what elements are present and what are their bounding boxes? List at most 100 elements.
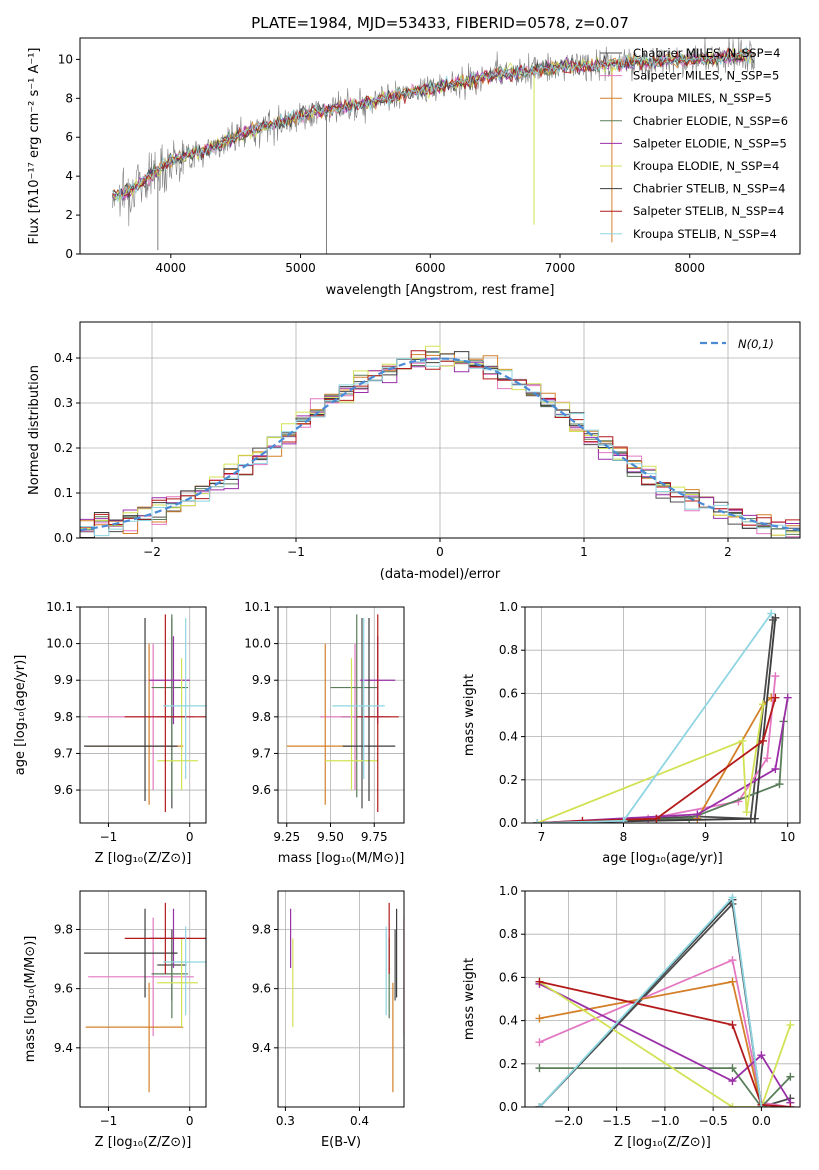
mass-vs-Z-axes: −1 0 9.4 9.6 9.8 Z [log₁₀(Z/Z⊙)] mass [log₁₀(M… [23,890,207,1150]
legend-entry: Kroupa MILES, N_SSP=5 [633,91,772,105]
legend-entry: Chabrier STELIB, N_SSP=4 [633,182,785,196]
x-tick-label: 0 [186,830,194,844]
y-axis-label: mass weight [462,958,477,1040]
x-tick-label: 8000 [674,261,705,275]
x-tick-label: 9 [702,830,710,844]
x-axis-label: Z [log₁₀(Z/Z⊙)] [95,1135,192,1150]
weight-marker [728,1077,737,1086]
y-tick-label: 9.6 [252,982,271,996]
y-tick-label: 0.4 [499,1014,518,1028]
y-tick-label: 0.6 [499,970,518,984]
y-tick-label: 9.9 [54,673,73,687]
weight-marker [533,819,542,823]
x-axis-label: Z [log₁₀(Z/Z⊙)] [95,851,192,866]
weight-marker [786,1103,795,1107]
age-vs-Z-axes: −1 0 9.6 9.7 9.8 9.9 10.0 10.1 Z [log₁₀(Z/Z⊙)] ag… [13,600,207,866]
weight-line [537,697,777,823]
model-spectrum [112,47,754,197]
y-tick-label: 0.2 [54,441,73,455]
y-tick-label: 4 [65,169,73,183]
weight-marker [759,736,768,745]
y-tick-label: 9.8 [54,710,73,724]
y-tick-label: 9.9 [252,673,271,687]
y-tick-label: 9.6 [54,982,73,996]
x-tick-label: 9.75 [361,830,388,844]
x-tick-label: −1 [100,1114,118,1128]
weight-marker [535,1064,544,1073]
weight-marker [728,1103,737,1107]
weight-marker [786,1020,795,1029]
chart-title: PLATE=1984, MJD=53433, FIBERID=0578, z=0… [251,14,629,32]
y-axis-label: mass weight [462,674,477,756]
weight-marker [728,1064,737,1073]
legend-entry: Chabrier ELODIE, N_SSP=6 [633,114,788,128]
legend-entry: Salpeter ELODIE, N_SSP=5 [633,136,787,150]
y-tick-label: 6 [65,130,73,144]
x-axis-label: mass [log₁₀(M/M⊙)] [278,851,405,866]
weight-marker [771,693,780,702]
y-axis-label: Flux [fλ10⁻¹⁷ erg cm⁻² s⁻¹ A⁻¹] [27,48,42,245]
y-tick-label: 10 [58,52,73,66]
weight-marker [693,810,702,819]
x-axis-label: Z [log₁₀(Z/Z⊙)] [614,1135,711,1150]
y-axis-label: age [log₁₀(age/yr)] [13,655,28,776]
weight-line [537,697,789,823]
x-tick-label: 7 [538,830,546,844]
legend-entry: Salpeter STELIB, N_SSP=4 [633,204,784,218]
weight-marker [757,1051,766,1060]
x-tick-label: 8 [620,830,628,844]
mass-weight-age-axes: 7 8 9 10 0.0 0.2 0.4 0.6 0.8 1.0 age [log₁₀(age/yr… [462,600,801,866]
y-tick-label: 8 [65,91,73,105]
x-tick-label: −1 [100,830,118,844]
plot-area [278,607,404,823]
y-tick-label: 9.8 [252,922,271,936]
x-tick-label: 2 [724,545,732,559]
axes-frame [277,606,405,824]
y-tick-label: 0.3 [54,396,73,410]
x-axis-label: wavelength [Angstrom, rest frame] [326,283,555,298]
y-axis-label: Normed distribution [27,365,42,495]
y-tick-label: 0.6 [499,686,518,700]
weight-marker [757,1103,766,1107]
y-tick-label: 10.1 [244,600,271,614]
weight-marker [771,765,780,773]
y-tick-label: 1.0 [499,884,518,898]
spectrum-axes: PLATE=1984, MJD=53433, FIBERID=0578, z=0… [27,14,801,298]
x-tick-label: −0.5 [699,1114,728,1128]
weight-marker [728,1020,737,1029]
x-tick-label: 0 [186,1114,194,1128]
plot-area [278,891,404,1107]
weight-line [536,704,764,823]
weight-marker [786,1072,795,1081]
y-tick-label: 9.8 [54,922,73,936]
legend-entry: Kroupa ELODIE, N_SSP=4 [633,159,779,173]
weight-marker [685,814,694,823]
x-tick-label: 10 [780,830,795,844]
weight-marker [578,816,587,823]
y-tick-label: 0.0 [499,816,518,830]
plot-area [80,322,800,538]
age-vs-mass-axes: 9.25 9.50 9.75 9.6 9.7 9.8 9.9 10.0 10.1 mass [lo… [244,600,405,866]
weight-marker [771,613,780,622]
weight-marker [771,672,780,681]
x-tick-label: −1.5 [602,1114,631,1128]
y-tick-label: 9.8 [252,710,271,724]
plot-area [80,607,206,823]
weight-line [539,980,792,1107]
y-tick-label: 0 [65,247,73,261]
x-axis-label: E(B-V) [321,1135,361,1150]
y-tick-label: 2 [65,208,73,222]
plot-area [80,891,206,1107]
y-tick-label: 0.2 [499,1057,518,1071]
weight-line [539,983,792,1104]
weight-marker [728,893,737,902]
y-tick-label: 0.8 [499,643,518,657]
y-tick-label: 9.7 [54,746,73,760]
axes-frame [524,890,801,1108]
normal-curve [80,357,800,532]
y-tick-label: 10.0 [46,637,73,651]
plot-area [525,891,800,1107]
legend-entry: Kroupa STELIB, N_SSP=4 [633,227,777,241]
y-tick-label: 0.4 [54,351,73,365]
